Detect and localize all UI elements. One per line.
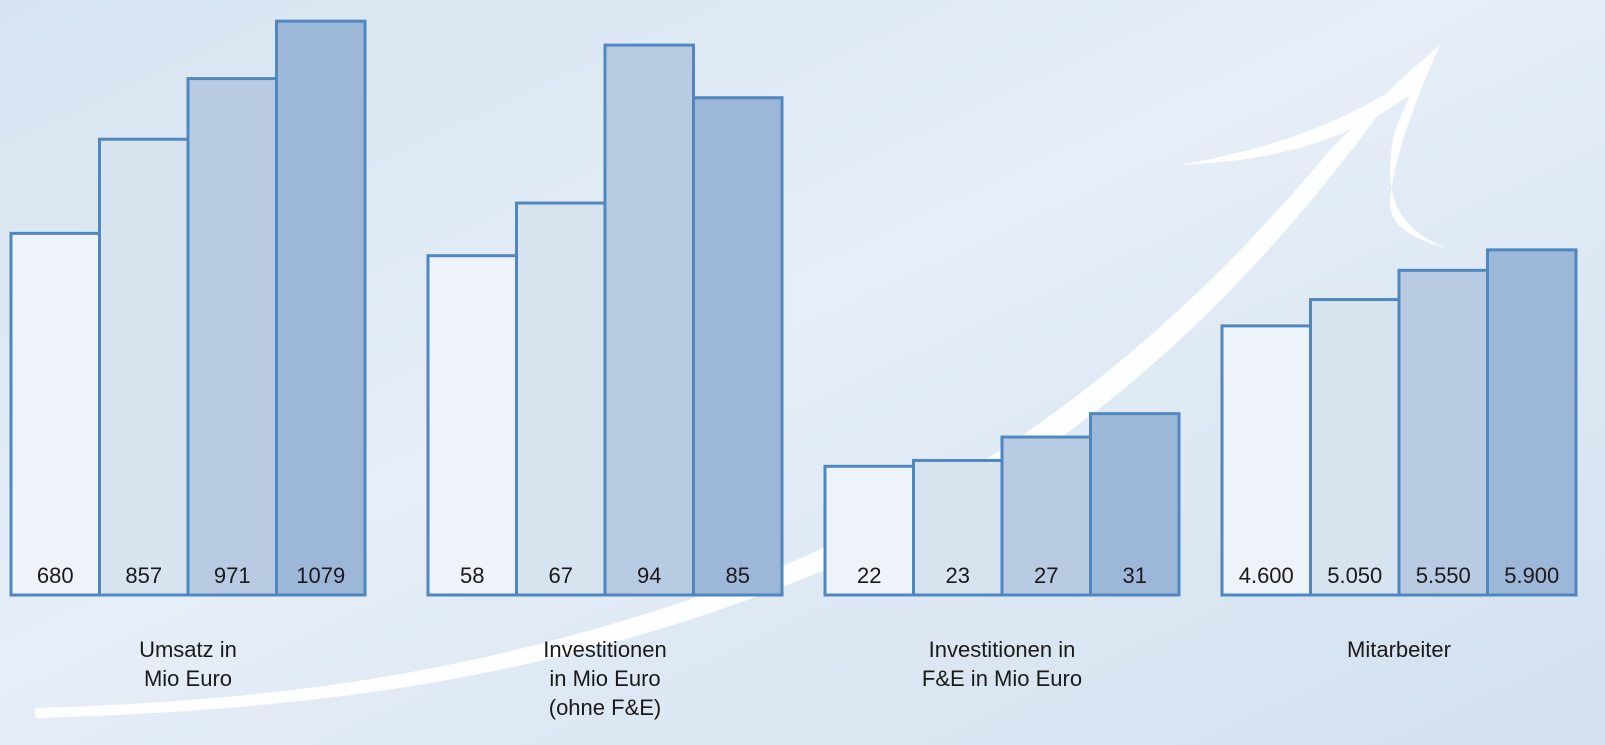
- bar: [426, 254, 518, 597]
- value-label: 58: [460, 563, 484, 588]
- bar: [1089, 412, 1181, 597]
- value-label: 31: [1123, 563, 1147, 588]
- value-label: 67: [549, 563, 573, 588]
- value-label: 5.550: [1416, 563, 1471, 588]
- value-label: 680: [37, 563, 74, 588]
- chart-title: Investitionen: [543, 637, 667, 662]
- chart-title: (ohne F&E): [549, 695, 662, 720]
- bar: [1486, 248, 1578, 597]
- value-label: 23: [946, 563, 970, 588]
- chart-title: in Mio Euro: [549, 666, 660, 691]
- bar: [1220, 324, 1312, 597]
- bar: [823, 464, 915, 597]
- bar: [692, 96, 784, 597]
- bar: [9, 231, 101, 597]
- value-label: 27: [1034, 563, 1058, 588]
- value-label: 85: [726, 563, 750, 588]
- bar: [603, 43, 695, 597]
- chart-title: Mio Euro: [144, 666, 232, 691]
- value-label: 22: [857, 563, 881, 588]
- value-label: 857: [125, 563, 162, 588]
- bar: [98, 137, 190, 597]
- chart-title: Mitarbeiter: [1347, 637, 1451, 662]
- chart-title: Investitionen in: [929, 637, 1076, 662]
- value-label: 5.900: [1504, 563, 1559, 588]
- value-label: 1079: [296, 563, 345, 588]
- bar: [1309, 298, 1401, 597]
- value-label: 971: [214, 563, 251, 588]
- bar: [1397, 268, 1489, 597]
- chart-title: F&E in Mio Euro: [922, 666, 1082, 691]
- value-label: 4.600: [1239, 563, 1294, 588]
- bar: [1000, 435, 1092, 597]
- value-label: 94: [637, 563, 661, 588]
- chart-title: Umsatz in: [139, 637, 237, 662]
- bar: [515, 201, 607, 597]
- value-label: 5.050: [1327, 563, 1382, 588]
- bar: [275, 19, 367, 597]
- bar: [186, 77, 278, 597]
